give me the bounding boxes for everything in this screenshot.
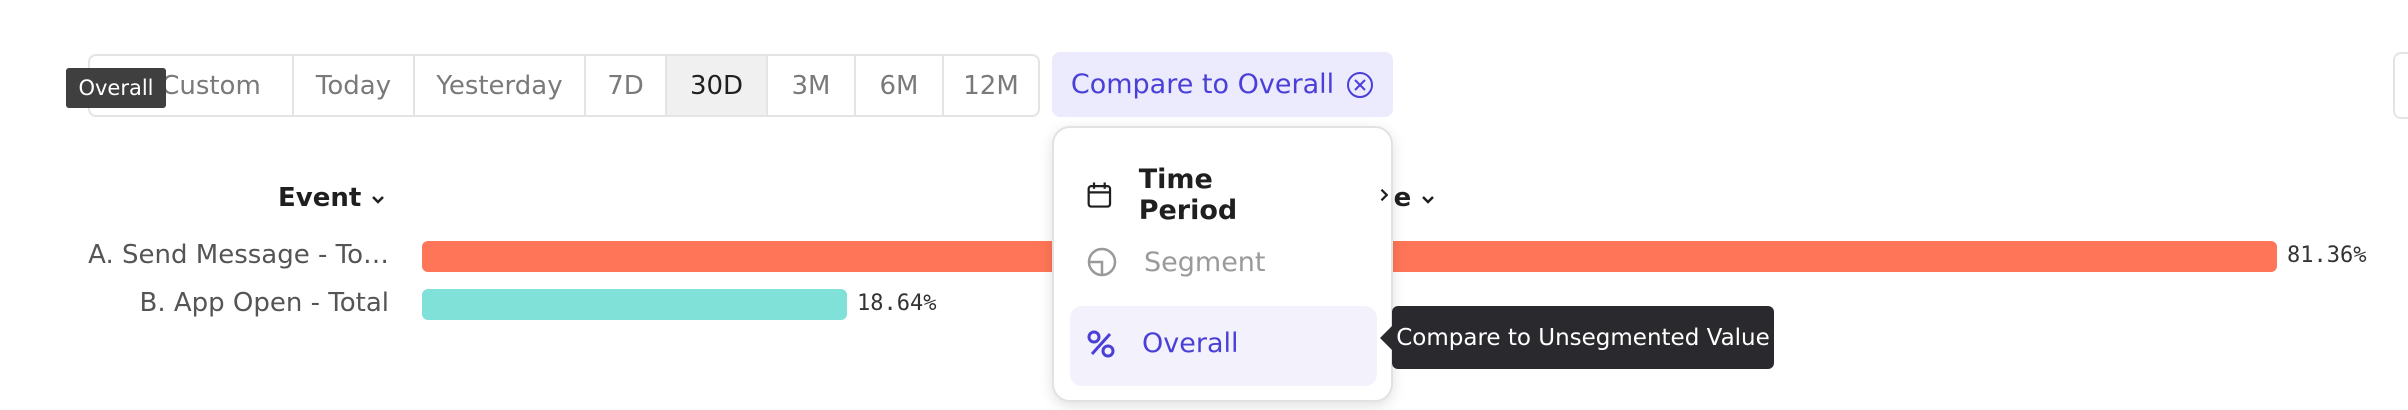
- date-option[interactable]: 30D: [667, 56, 768, 115]
- date-option[interactable]: Today: [294, 56, 415, 115]
- bar: [422, 289, 847, 320]
- date-option[interactable]: 3M: [768, 56, 856, 115]
- header[interactable]: Event: [278, 183, 386, 213]
- segment-icon: [1087, 247, 1117, 277]
- chevron-right: [1380, 188, 1389, 202]
- tooltip: Overall: [66, 68, 166, 108]
- calendar-icon: [1087, 182, 1112, 208]
- menu-item[interactable]: Overall: [1086, 328, 1239, 359]
- menu-label: Time Period: [1138, 164, 1238, 226]
- date-option[interactable]: 6M: [856, 56, 944, 115]
- chevron: [372, 196, 385, 204]
- button-edge[interactable]: [2393, 52, 2408, 119]
- value-label: 81.36%: [2287, 243, 2367, 268]
- date-option[interactable]: 12M: [963, 70, 1019, 101]
- percent-icon: [1087, 330, 1115, 357]
- menu-item[interactable]: Time Period: [1086, 164, 1391, 226]
- date-option[interactable]: Custom: [90, 56, 294, 115]
- tooltip: Compare to Unsegmented Value: [1380, 306, 1774, 369]
- menu-item[interactable]: Segment: [1086, 246, 1266, 278]
- highlight: [1070, 306, 1377, 386]
- dropdown-menu: Time Period Segment Overall: [1052, 126, 1393, 402]
- category-label: A. Send Message - To…: [88, 240, 389, 270]
- category-label: B. App Open - Total: [139, 288, 389, 318]
- header-text: Event: [278, 183, 362, 213]
- close-icon[interactable]: [1346, 71, 1374, 99]
- menu-label: Overall: [1142, 328, 1239, 359]
- chip-label: Compare to Overall: [1070, 69, 1335, 100]
- date-option[interactable]: Yesterday: [415, 56, 586, 115]
- date-option[interactable]: 7D: [586, 56, 667, 115]
- date-range: Custom Today Yesterday 7D 30D 3M 6M 12M: [88, 54, 1040, 117]
- menu-label: Segment: [1144, 246, 1266, 278]
- compare-chip[interactable]: Compare to Overall: [1052, 52, 1393, 117]
- value-label: 18.64%: [856, 291, 937, 316]
- chevron: [1422, 196, 1435, 204]
